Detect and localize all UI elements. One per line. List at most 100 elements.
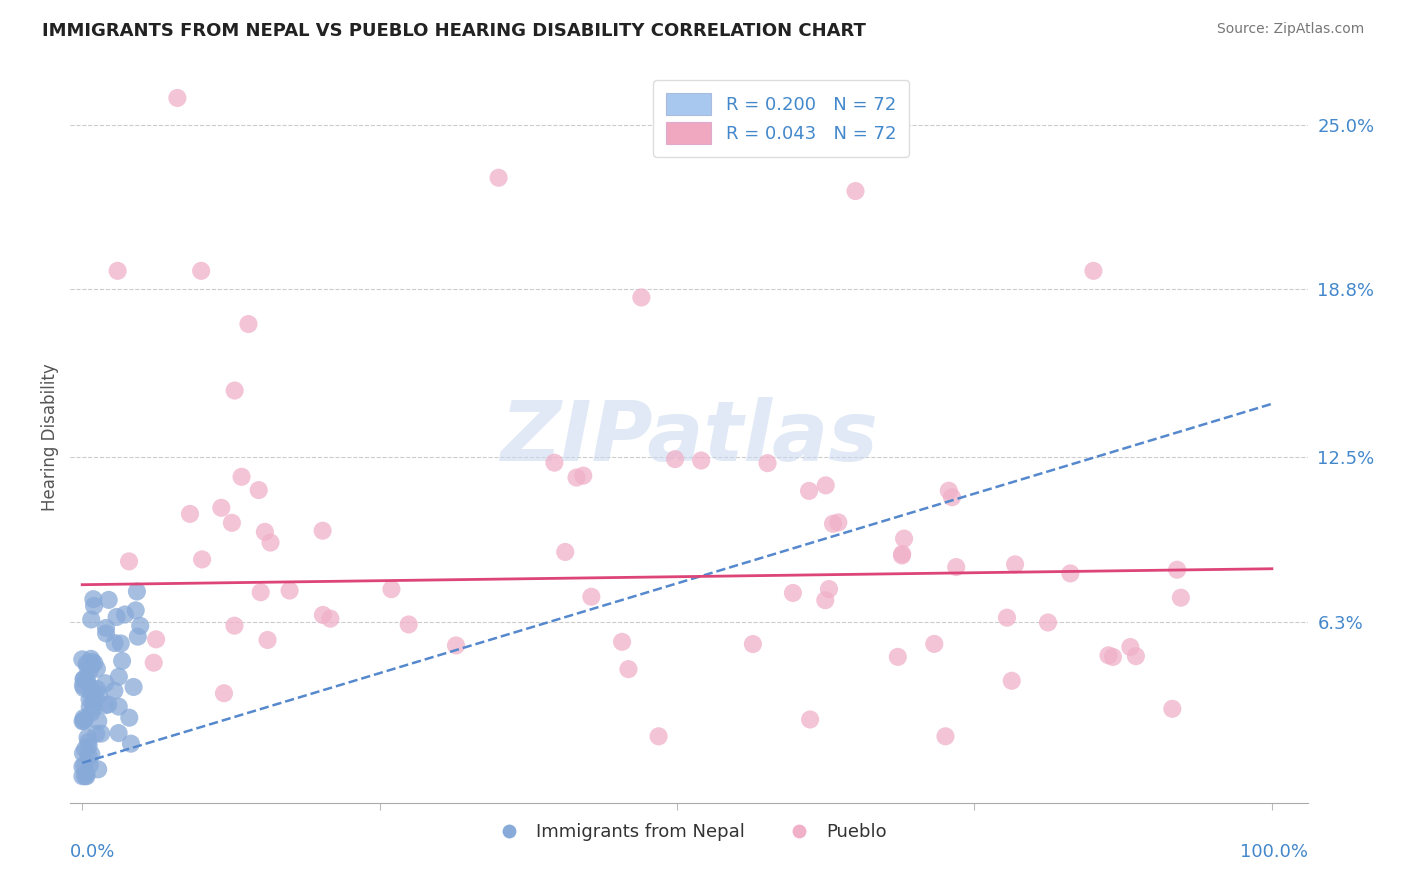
Point [380,582,402,596]
Point [83,599,105,613]
Point [79,663,101,677]
Point [893,532,915,546]
Point [86,662,108,676]
Point [224,384,246,398]
Point [212,686,235,700]
Point [995,610,1018,624]
Point [934,729,956,743]
Point [190,264,212,278]
Point [97,593,120,607]
Point [253,524,276,539]
Point [72,714,94,728]
Point [610,635,633,649]
Point [630,290,652,304]
Point [108,670,131,684]
Point [82,592,104,607]
Point [821,516,844,531]
Point [799,713,821,727]
Point [278,583,301,598]
Point [581,590,603,604]
Point [398,617,420,632]
Point [87,688,110,702]
Point [1004,558,1026,572]
Point [72,760,94,774]
Point [444,639,467,653]
Point [73,672,96,686]
Point [79,700,101,714]
Point [1170,591,1192,605]
Point [247,483,270,497]
Point [87,714,110,728]
Point [488,170,510,185]
Point [83,688,105,702]
Point [891,549,914,563]
Point [76,657,98,671]
Point [1097,648,1119,663]
Point [127,630,149,644]
Point [80,658,103,673]
Point [256,632,278,647]
Point [107,699,129,714]
Point [191,552,214,566]
Point [110,636,132,650]
Point [103,683,125,698]
Point [83,701,105,715]
Point [1125,649,1147,664]
Point [77,748,100,763]
Point [118,711,141,725]
Point [565,470,588,484]
Point [80,706,103,720]
Point [617,662,640,676]
Point [543,456,565,470]
Point [647,729,669,743]
Point [105,610,128,624]
Point [79,692,101,706]
Point [73,681,96,695]
Point [814,478,837,492]
Point [76,769,98,783]
Point [238,317,260,331]
Point [664,452,686,467]
Point [259,535,281,549]
Point [120,737,142,751]
Point [84,727,107,741]
Point [818,582,841,596]
Point [83,693,105,707]
Point [690,453,713,467]
Text: 0.0%: 0.0% [70,843,115,861]
Point [73,713,96,727]
Point [77,739,100,754]
Point [1083,264,1105,278]
Point [844,184,866,198]
Point [231,470,253,484]
Point [104,636,127,650]
Y-axis label: Hearing Disability: Hearing Disability [41,363,59,511]
Point [107,726,129,740]
Point [80,652,103,666]
Point [72,678,94,692]
Point [90,726,112,740]
Point [125,584,148,599]
Point [166,91,188,105]
Point [79,758,101,772]
Point [142,656,165,670]
Point [145,632,167,647]
Point [945,560,967,574]
Text: ZIPatlas: ZIPatlas [501,397,877,477]
Point [107,264,129,278]
Point [94,621,117,635]
Point [1059,566,1081,581]
Point [1102,649,1125,664]
Point [741,637,763,651]
Point [80,747,103,762]
Point [76,673,98,688]
Point [80,655,103,669]
Point [938,483,960,498]
Point [756,456,779,470]
Point [76,674,98,689]
Point [111,654,134,668]
Point [73,758,96,772]
Point [75,767,97,781]
Point [94,676,117,690]
Point [80,690,103,704]
